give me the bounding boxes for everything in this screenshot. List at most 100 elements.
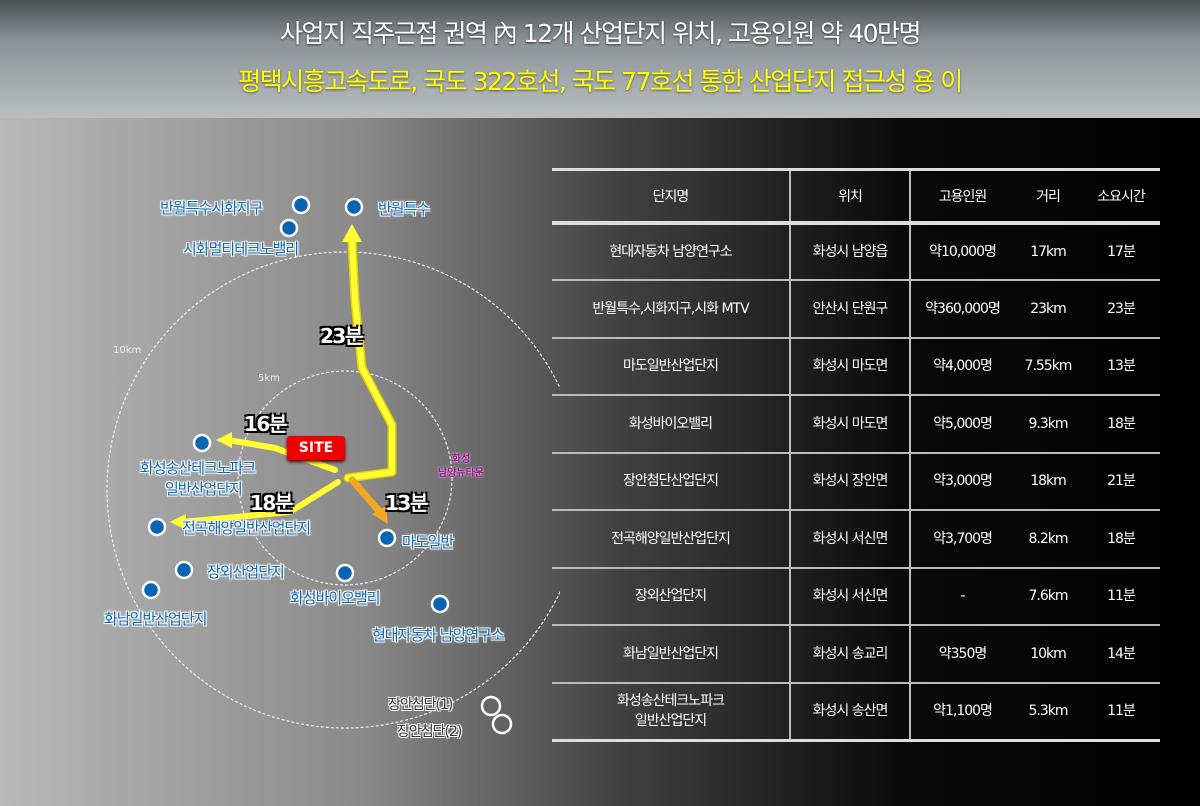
cell-name: 화남일반산업단지: [552, 625, 791, 684]
route-southwest: [179, 479, 341, 525]
table-row: 화남일반산업단지 화성시 송교리 약350명 10km 14분: [552, 625, 1160, 684]
dot-mado: [377, 528, 397, 548]
dot-songsan: [192, 433, 212, 453]
label-sihwa-mtv: 시화멀티테크노밸리: [183, 240, 299, 258]
cell-distance: 7.6km: [1014, 567, 1082, 626]
cell-location: 화성시 남양읍: [790, 222, 911, 281]
time-southwest: 18분: [250, 491, 293, 515]
cell-time: 13분: [1082, 337, 1160, 396]
cell-employees: 약3,000명: [910, 452, 1014, 511]
cell-distance: 9.3km: [1014, 395, 1082, 454]
cell-distance: 5.3km: [1014, 682, 1082, 741]
arrowhead-west: [216, 432, 232, 448]
map-graphic: [106, 195, 560, 735]
cell-location: 화성시 마도면: [790, 395, 911, 454]
label-jangan1: 장안첨단(1): [388, 697, 453, 713]
route-west: [225, 437, 338, 473]
industrial-complex-table: 단지명 위치 고용인원 거리 소요시간 현대자동차 남양연구소 화성시 남양읍 약1…: [552, 168, 1160, 742]
cell-name: 화성송산테크노파크 일반산업단지: [552, 682, 791, 741]
label-songsan-1: 화성송산테크노파크: [140, 459, 256, 477]
ring-10km: [106, 251, 560, 729]
cell-distance: 17km: [1014, 222, 1082, 281]
label-mado: 마도일반: [402, 533, 454, 551]
cell-name: 마도일반산업단지: [552, 337, 791, 396]
cell-name: 장안첨단산업단지: [552, 452, 791, 511]
ring-jangan1: [480, 695, 502, 717]
col-employees: 고용인원: [910, 169, 1014, 225]
label-songsan-2: 일반산업단지: [165, 480, 243, 498]
subheadline: 평택시흥고속도로, 국도 322호선, 국도 77호선 통한 산업단지 접근성 …: [238, 67, 963, 96]
cell-employees: 약3,700명: [910, 510, 1014, 569]
label-jangan2: 장안첨단(2): [397, 724, 462, 740]
dot-sihwa-mtv: [279, 218, 299, 238]
label-hyundai: 현대자동차 남양연구소: [372, 626, 505, 644]
cell-location: 화성시 마도면: [790, 337, 911, 396]
newtown-line1: 화성: [451, 454, 471, 465]
table-row: 장안첨단산업단지 화성시 장안면 약3,000명 18km 21분: [552, 452, 1160, 511]
table-row: 반월특수,시화지구,시화 MTV 안산시 단원구 약360,000명 23km 23분: [552, 280, 1160, 339]
label-newtown: 화성 남양뉴타운: [433, 453, 489, 481]
arrowhead-southeast: [372, 506, 388, 524]
cell-employees: 약360,000명: [910, 280, 1014, 339]
headline: 사업지 직주근접 권역 內 12개 산업단지 위치, 고용인원 약 40만명: [279, 19, 922, 48]
label-bio: 화성바이오밸리: [290, 589, 381, 607]
table-row: 현대자동차 남양연구소 화성시 남양읍 약10,000명 17km 17분: [552, 222, 1160, 281]
arrowhead-north: [342, 224, 362, 242]
cell-location: 화성시 장안면: [790, 452, 911, 511]
ring-10km-label: 10km: [113, 345, 142, 356]
col-distance: 거리: [1014, 169, 1082, 225]
cell-location: 화성시 송교리: [790, 625, 911, 684]
cell-location: 화성시 서신면: [790, 567, 911, 626]
time-north: 23분: [320, 324, 363, 348]
label-banwol: 반월특수: [378, 200, 430, 218]
table-row: 화성송산테크노파크 일반산업단지 화성시 송산면 약1,100명 5.3km 11분: [552, 682, 1160, 741]
cell-distance: 8.2km: [1014, 510, 1082, 569]
label-hwanam: 화남일반산업단지: [104, 610, 207, 628]
cell-time: 14분: [1082, 625, 1160, 684]
header-banner: 사업지 직주근접 권역 內 12개 산업단지 위치, 고용인원 약 40만명 평…: [0, 0, 1200, 118]
cell-time: 18분: [1082, 510, 1160, 569]
cell-name: 반월특수,시화지구,시화 MTV: [552, 280, 791, 339]
dot-jeongok: [147, 517, 167, 537]
table-header-row: 단지명 위치 고용인원 거리 소요시간: [552, 169, 1160, 225]
cell-employees: 약4,000명: [910, 337, 1014, 396]
dot-banwol-sihwa: [291, 195, 311, 215]
cell-employees: -: [910, 567, 1014, 626]
dot-hwanam: [141, 580, 161, 600]
time-southeast: 13분: [385, 491, 428, 515]
cell-time: 11분: [1082, 682, 1160, 741]
cell-name: 현대자동차 남양연구소: [552, 222, 791, 281]
cell-employees: 약1,100명: [910, 682, 1014, 741]
col-name: 단지명: [552, 169, 791, 225]
route-southeast: [348, 476, 384, 516]
arrowhead-southwest: [170, 514, 186, 530]
cell-employees: 약350명: [910, 625, 1014, 684]
cell-time: 17분: [1082, 222, 1160, 281]
table-row: 전곡해양일반산업단지 화성시 서신면 약3,700명 8.2km 18분: [552, 510, 1160, 569]
cell-employees: 약5,000명: [910, 395, 1014, 454]
cell-name: 전곡해양일반산업단지: [552, 510, 791, 569]
table-row: 장외산업단지 화성시 서신면 -7.6km 11분: [552, 567, 1160, 626]
table-row: 화성바이오밸리 화성시 마도면 약5,000명 9.3km 18분: [552, 395, 1160, 454]
newtown-line2: 남양뉴타운: [438, 468, 484, 479]
cell-name: 장외산업단지: [552, 567, 791, 626]
dot-hyundai: [430, 594, 450, 614]
cell-distance: 18km: [1014, 452, 1082, 511]
label-banwol-sihwa: 반월특수시화지구: [160, 199, 263, 217]
dot-banwol: [344, 197, 364, 217]
label-jeongok: 전곡해양일반산업단지: [182, 519, 311, 537]
cell-distance: 23km: [1014, 280, 1082, 339]
cell-employees: 약10,000명: [910, 222, 1014, 281]
site-dots: [141, 195, 450, 614]
col-time: 소요시간: [1082, 169, 1160, 225]
time-west: 16분: [244, 412, 287, 436]
ring-5km: [237, 370, 453, 586]
cell-time: 18분: [1082, 395, 1160, 454]
cell-distance: 7.55km: [1014, 337, 1082, 396]
ring-5km-label: 5km: [258, 373, 280, 384]
dot-jangoe: [174, 560, 194, 580]
cell-time: 21분: [1082, 452, 1160, 511]
cell-time: 23분: [1082, 280, 1160, 339]
cell-location: 안산시 단원구: [790, 280, 911, 339]
dot-bio: [335, 563, 355, 583]
